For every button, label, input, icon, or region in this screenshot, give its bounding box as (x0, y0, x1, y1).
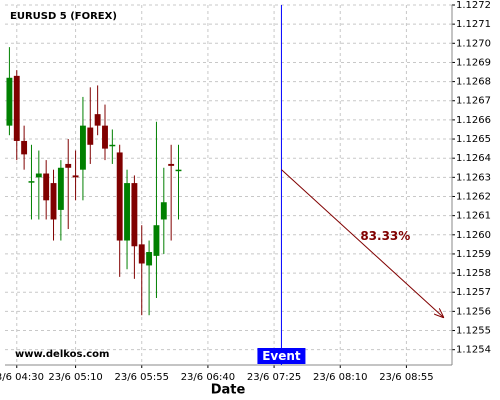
chart-title: EURUSD 5 (FOREX) (10, 11, 117, 22)
candle-body (13, 75, 20, 141)
x-axis-label: Date (211, 383, 246, 398)
y-tick-label: 1.1262 (456, 191, 491, 202)
x-tick-label: 23/6 05:55 (115, 372, 169, 383)
candle-body (21, 140, 28, 155)
candle-body (57, 167, 64, 210)
candle-body (72, 175, 79, 178)
candle-body (50, 183, 57, 220)
annotation-arrow (281, 169, 443, 317)
y-tick-label: 1.1269 (456, 57, 491, 68)
candle-body (160, 202, 167, 220)
x-tick-label: 23/6 07:25 (247, 372, 301, 383)
x-tick-label: 23/6 08:55 (379, 372, 433, 383)
y-tick-label: 1.1267 (456, 96, 491, 107)
y-tick-label: 1.1266 (456, 115, 491, 126)
x-tick-label: 23/6 04:30 (0, 372, 44, 383)
candle-body (79, 125, 86, 170)
event-label: Event (262, 349, 301, 363)
candle-body (138, 244, 145, 264)
candle-body (146, 252, 153, 266)
event-label-bg (257, 348, 306, 364)
watermark: www.delkos.com (15, 349, 109, 360)
y-tick-label: 1.1272 (456, 0, 491, 11)
candle-body (124, 183, 130, 241)
y-tick-label: 1.1257 (456, 287, 491, 298)
x-tick-label: 23/6 08:10 (313, 372, 367, 383)
candle-body (109, 144, 116, 147)
y-tick-label: 1.1260 (456, 230, 491, 241)
y-tick-label: 1.1256 (456, 306, 491, 317)
y-tick-label: 1.1264 (456, 153, 491, 164)
y-tick-label: 1.1268 (456, 77, 491, 88)
candle-body (168, 163, 175, 166)
x-tick-label: 23/6 05:10 (48, 372, 102, 383)
candle-body (153, 225, 160, 256)
candle-body (102, 125, 108, 149)
candle-body (65, 163, 72, 168)
y-tick-label: 1.1258 (456, 268, 491, 279)
y-tick-label: 1.1270 (456, 38, 491, 49)
candle-body (87, 127, 94, 145)
candle-body (94, 114, 101, 126)
y-tick-label: 1.1255 (456, 326, 491, 337)
candle-body (131, 183, 138, 247)
y-tick-label: 1.1265 (456, 134, 491, 145)
candle-body (35, 173, 42, 178)
candle-body (116, 152, 123, 241)
candle-body (175, 169, 182, 172)
y-tick-label: 1.1254 (456, 345, 491, 356)
candle-body (28, 181, 35, 183)
y-tick-label: 1.1261 (456, 211, 491, 222)
y-tick-label: 1.1271 (456, 19, 491, 30)
annotation-label: 83.33% (360, 229, 410, 243)
y-tick-label: 1.1263 (456, 172, 491, 183)
candle-body (43, 173, 50, 201)
candle-body (6, 77, 13, 126)
x-tick-label: 23/6 06:40 (181, 372, 235, 383)
y-tick-label: 1.1259 (456, 249, 491, 260)
